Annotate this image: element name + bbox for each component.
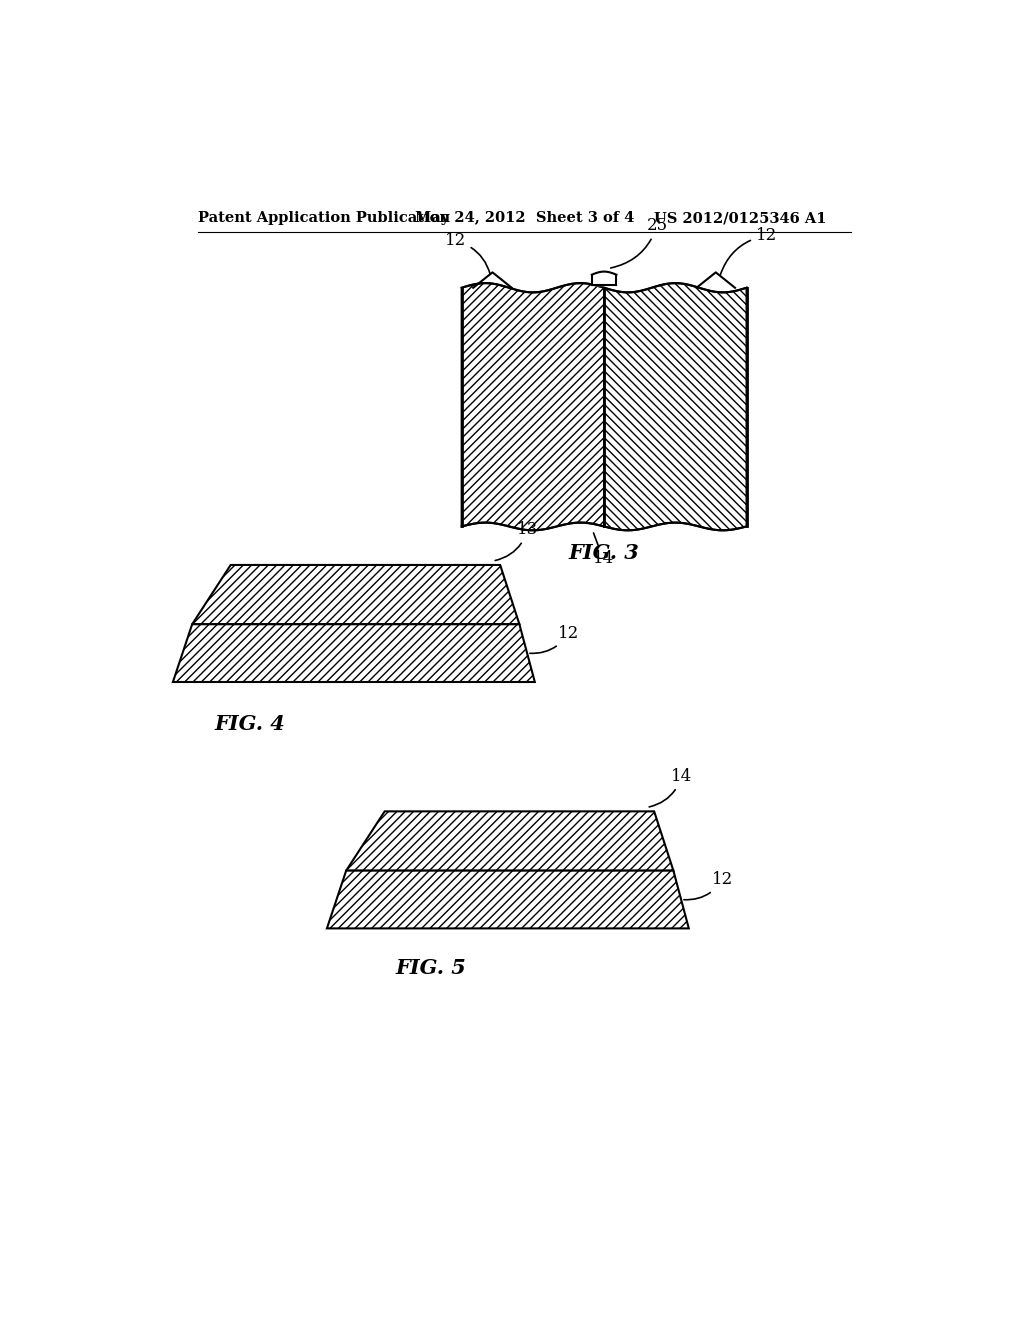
Polygon shape bbox=[346, 812, 674, 871]
Text: 12: 12 bbox=[529, 624, 580, 653]
Text: 12: 12 bbox=[684, 871, 733, 900]
Text: FIG. 3: FIG. 3 bbox=[568, 543, 639, 562]
Text: 14: 14 bbox=[593, 533, 613, 568]
Text: 14: 14 bbox=[649, 767, 692, 807]
Text: FIG. 4: FIG. 4 bbox=[215, 714, 286, 734]
Text: FIG. 5: FIG. 5 bbox=[395, 958, 466, 978]
Polygon shape bbox=[193, 565, 519, 624]
Text: 12: 12 bbox=[721, 227, 777, 275]
Polygon shape bbox=[604, 284, 746, 531]
Text: 25: 25 bbox=[610, 216, 668, 268]
Text: May 24, 2012  Sheet 3 of 4: May 24, 2012 Sheet 3 of 4 bbox=[416, 211, 635, 226]
Polygon shape bbox=[327, 871, 689, 928]
Text: Patent Application Publication: Patent Application Publication bbox=[199, 211, 451, 226]
Text: 12: 12 bbox=[444, 232, 490, 275]
Text: 13: 13 bbox=[496, 521, 539, 561]
Polygon shape bbox=[462, 284, 604, 531]
Text: US 2012/0125346 A1: US 2012/0125346 A1 bbox=[654, 211, 826, 226]
Polygon shape bbox=[592, 275, 616, 285]
Polygon shape bbox=[173, 624, 535, 682]
